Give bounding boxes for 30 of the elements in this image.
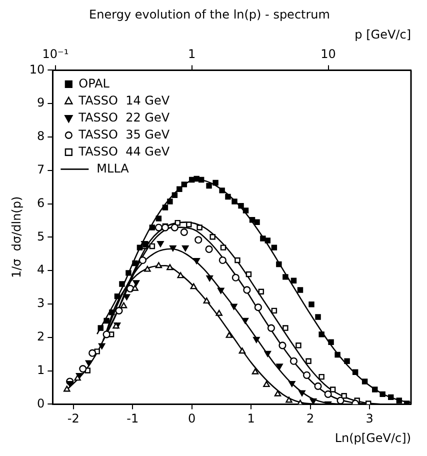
y-tick-label: 0 [37, 396, 45, 410]
y-tick-label: 3 [37, 296, 45, 310]
y-tick-label: 4 [37, 262, 45, 277]
legend-label: MLLA [96, 161, 130, 176]
x-axis-title: Ln(p[GeV/c]) [334, 430, 411, 445]
y-tick-label: 2 [37, 330, 45, 344]
x2-tick-label: 1 [188, 47, 196, 62]
y-tick-label: 5 [37, 229, 45, 244]
legend-label: OPAL [78, 76, 110, 90]
y-tick-label: 7 [37, 162, 45, 177]
x-tick-label: -2 [67, 412, 80, 426]
x-tick-label: 2 [306, 412, 314, 426]
legend-label: TASSO 44 GeV [78, 144, 170, 158]
y-tick-label: 1 [37, 362, 45, 377]
y-tick-label: 8 [37, 129, 45, 144]
legend-label: TASSO 14 GeV [78, 93, 170, 108]
legend-label: TASSO 22 GeV [78, 110, 170, 124]
chart-title: Energy evolution of the ln(p) - spectrum [89, 7, 330, 22]
x-tick-label: 1 [247, 412, 255, 426]
x2-axis-title: p [GeV/c] [354, 28, 411, 42]
legend-label: TASSO 35 GeV [78, 127, 170, 142]
y-tick-label: 10 [29, 62, 45, 76]
x-tick-label: 0 [188, 412, 196, 426]
y-tick-label: 6 [37, 196, 45, 210]
y-tick-label: 9 [37, 96, 45, 110]
x-tick-label: 3 [366, 412, 374, 426]
x2-tick-label: 10 [320, 47, 336, 62]
x2-tick-label: 10⁻¹ [42, 47, 69, 62]
y-axis-title: 1/σ dσ/dln(p) [9, 196, 24, 278]
x-tick-label: -1 [126, 412, 139, 426]
